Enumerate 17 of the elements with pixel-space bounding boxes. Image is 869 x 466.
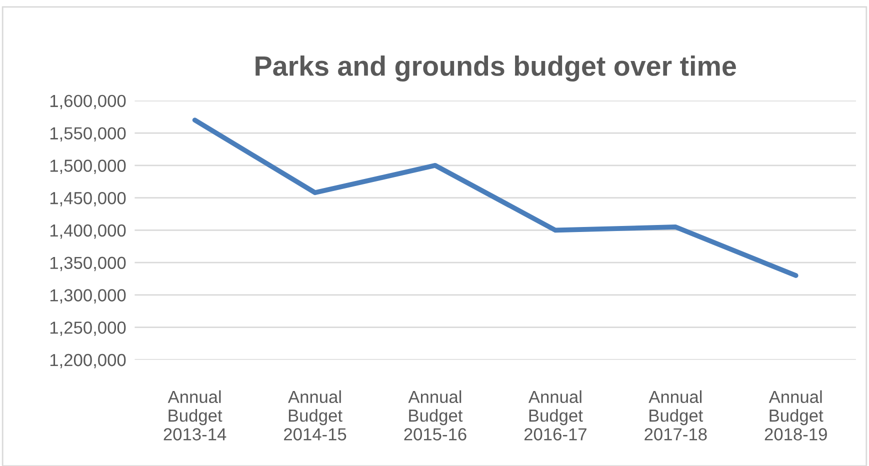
y-tick-label: 1,550,000 — [50, 127, 126, 142]
y-tick-label: 1,500,000 — [50, 160, 126, 174]
y-tick-label: 1,200,000 — [50, 354, 126, 368]
y-tick-label: 1,450,000 — [50, 192, 126, 206]
x-tick-label: Annual Budget 2018-19 — [764, 390, 827, 440]
x-tick-label: Annual Budget 2014-15 — [284, 390, 346, 440]
y-tick-label: 1,350,000 — [50, 256, 126, 272]
x-tick-label: Annual Budget 2015-16 — [404, 390, 466, 440]
y-tick-label: 1,300,000 — [50, 289, 126, 304]
y-tick-label: 1,250,000 — [50, 322, 126, 336]
y-tick-label: 1,600,000 — [50, 94, 126, 110]
x-tick-label: Annual Budget 2017-18 — [644, 390, 707, 440]
x-tick-label: Annual Budget 2013-14 — [164, 390, 226, 440]
line-series — [192, 118, 798, 278]
chart-title: Parks and grounds budget over time — [256, 56, 736, 82]
x-tick-label: Annual Budget 2016-17 — [524, 390, 586, 440]
y-tick-label: 1,400,000 — [50, 224, 126, 239]
